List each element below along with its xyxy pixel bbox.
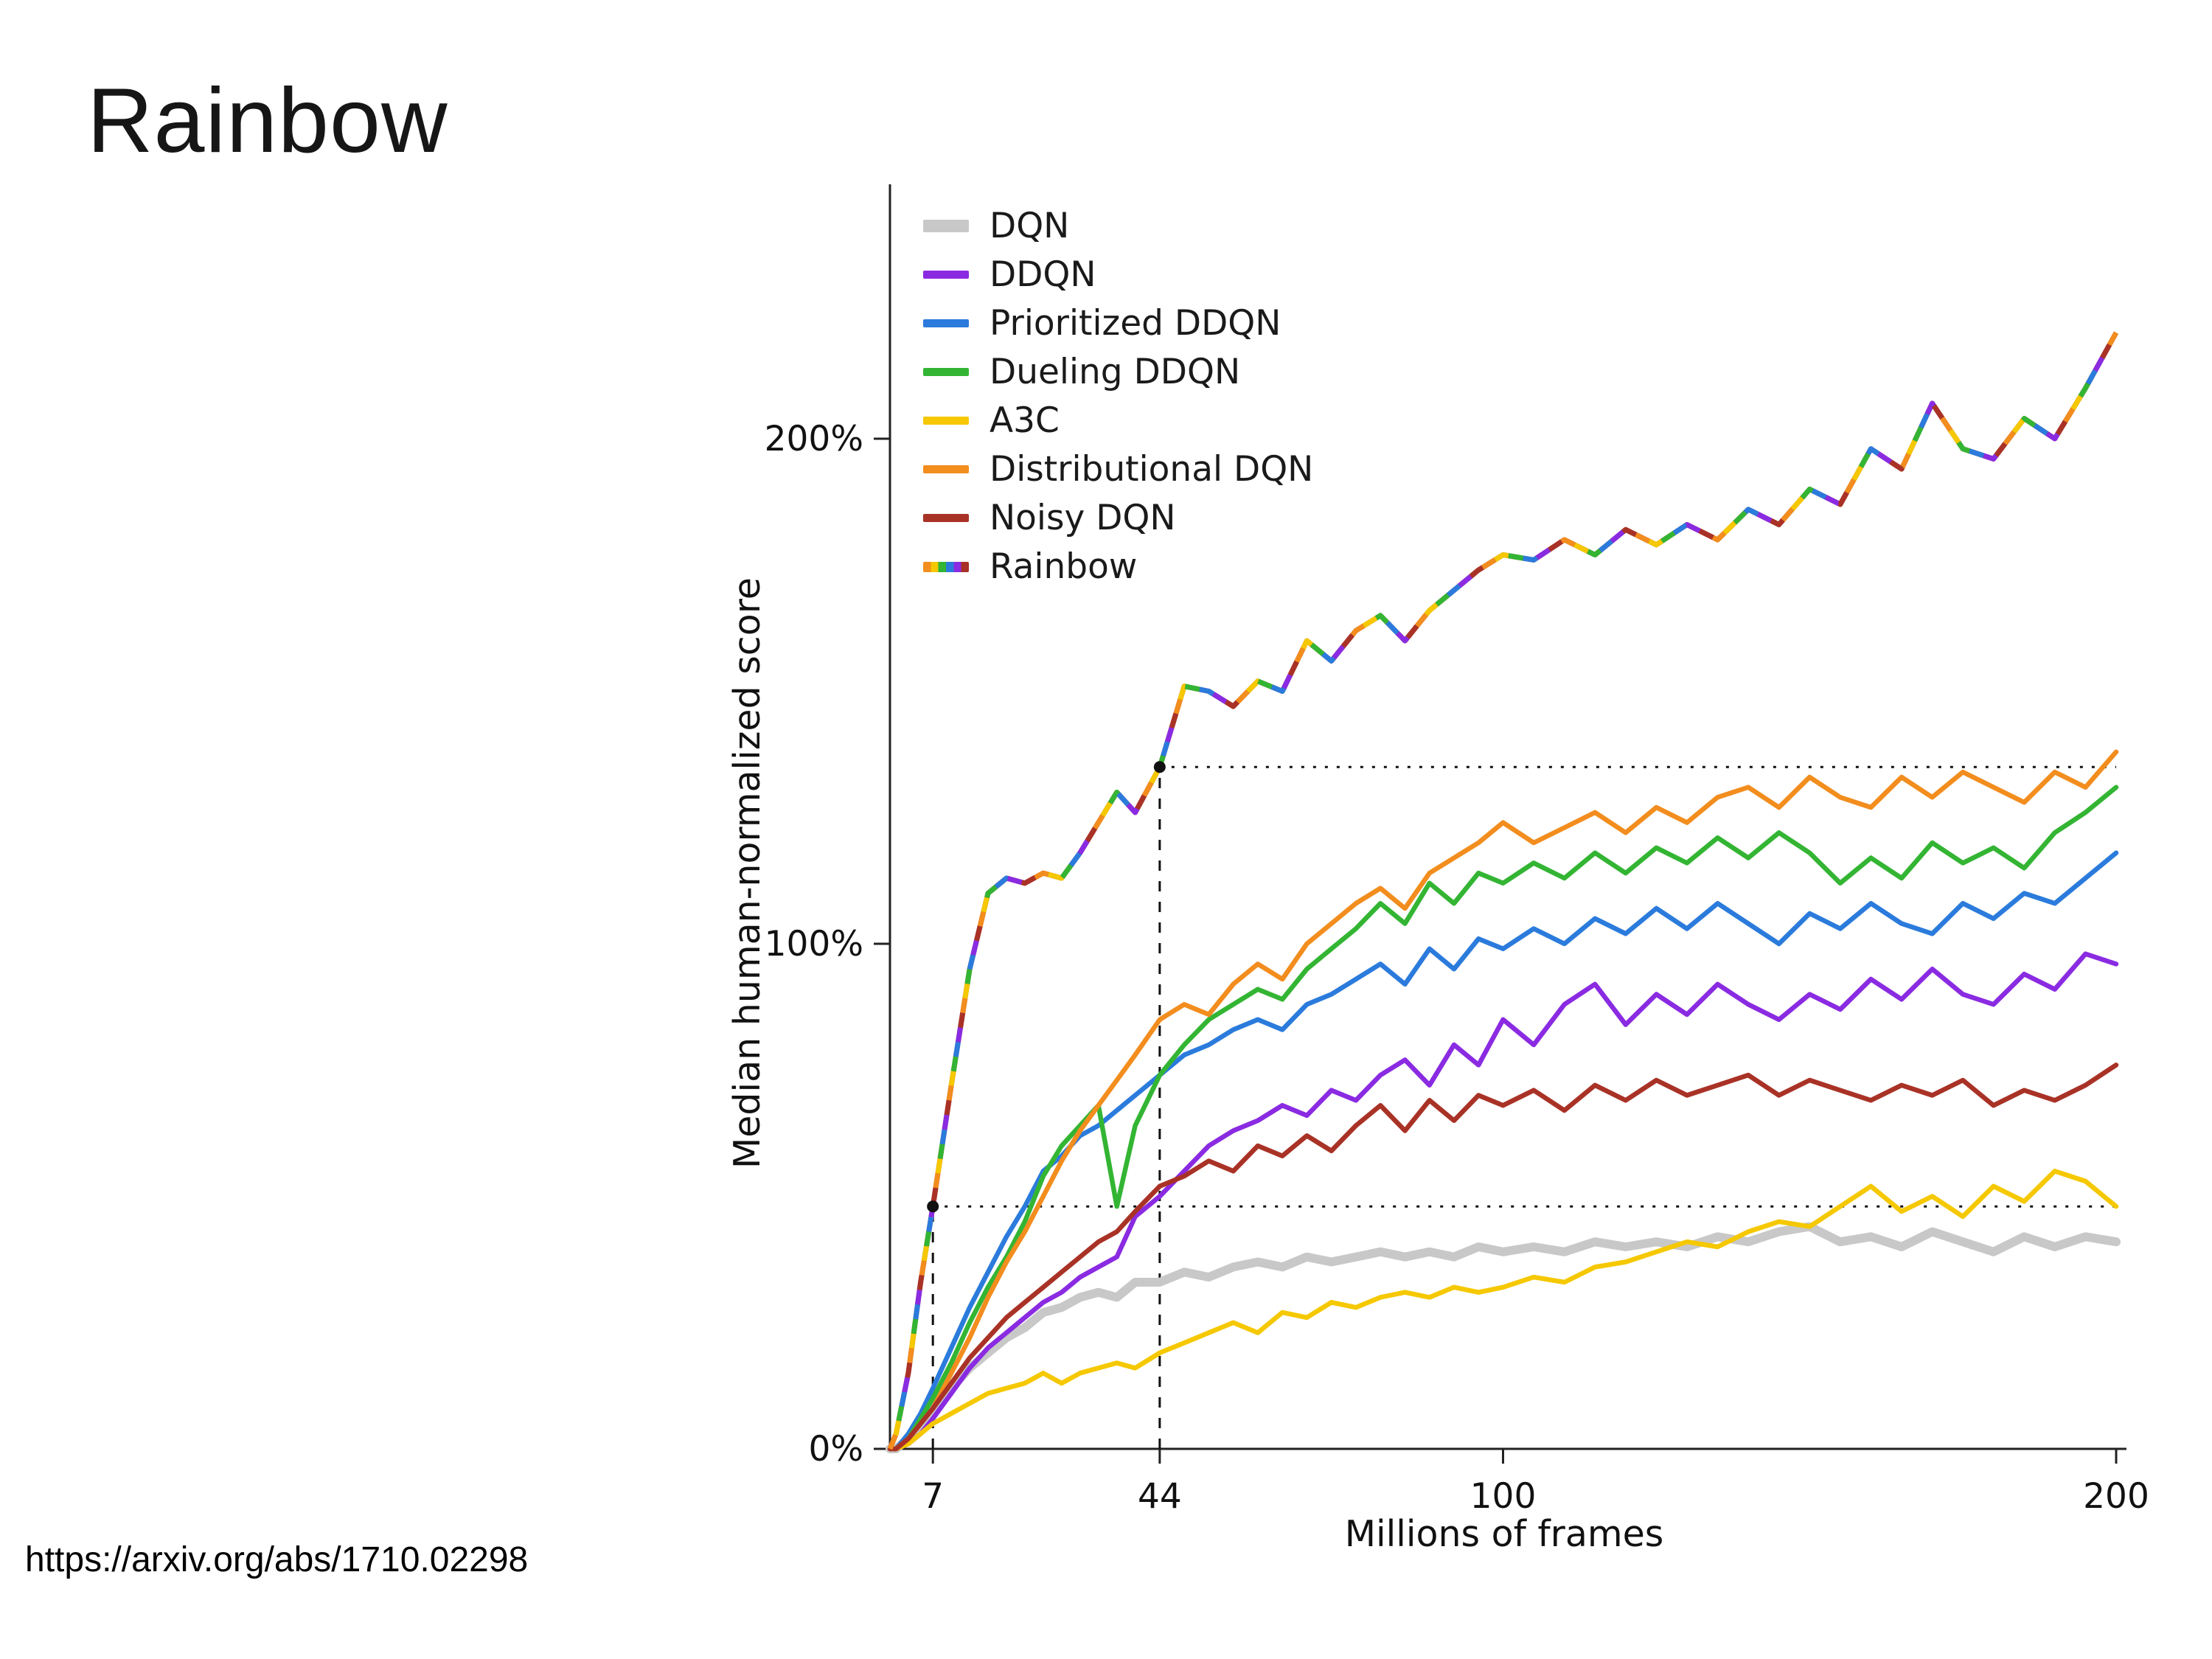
legend-item: DQN: [923, 206, 1313, 246]
legend-swatch: [923, 368, 969, 376]
legend-item: DDQN: [923, 254, 1313, 295]
series-line-noisy-dqn: [887, 1062, 2119, 1452]
legend-item: Dueling DDQN: [923, 352, 1313, 392]
x-axis-title: Millions of frames: [1344, 1513, 1664, 1555]
legend-swatch: [923, 465, 969, 473]
legend-label: A3C: [990, 400, 1060, 441]
series-line-rainbow: [887, 331, 2119, 1450]
x-tick-label: 100: [1470, 1476, 1537, 1517]
legend-item: Noisy DQN: [923, 498, 1313, 538]
series-line-dqn: [886, 1222, 2121, 1453]
series-line-distributional-dqn: [887, 749, 2119, 1452]
series-line-dueling-ddqn: [887, 785, 2119, 1452]
y-tick-label: 100%: [765, 924, 863, 964]
x-tick-label: 7: [922, 1476, 944, 1517]
legend-label: Distributional DQN: [990, 449, 1314, 490]
legend-swatch: [923, 220, 969, 232]
legend-label: Noisy DQN: [990, 498, 1176, 538]
legend-item: Distributional DQN: [923, 449, 1314, 490]
series-line-rainbow: [887, 331, 2119, 1450]
series-line-rainbow: [887, 331, 2119, 1450]
legend-label: DDQN: [990, 254, 1096, 295]
legend-swatch: [923, 561, 969, 572]
y-axis-title: Median human-normalized score: [726, 577, 768, 1169]
legend-item: Prioritized DDQN: [923, 303, 1313, 344]
legend-item: Rainbow: [923, 546, 1313, 587]
source-url: https://arxiv.org/abs/1710.02298: [25, 1540, 529, 1579]
y-tick-label: 200%: [765, 419, 863, 459]
series-line-prioritized-ddqn: [887, 850, 2119, 1452]
legend-label: Dueling DDQN: [990, 352, 1241, 392]
legend-label: DQN: [990, 206, 1070, 246]
legend-item: A3C: [923, 400, 1313, 441]
x-tick-label: 44: [1138, 1476, 1182, 1517]
legend-label: Prioritized DDQN: [990, 303, 1281, 344]
page-title: Rainbow: [87, 70, 448, 172]
legend-swatch: [923, 417, 969, 425]
legend-label: Rainbow: [990, 546, 1138, 587]
y-tick-label: 0%: [808, 1429, 863, 1470]
chart-legend: DQN DDQN Prioritized DDQN Dueling DDQN A3C Di…: [923, 206, 1314, 587]
annotation-dot: [927, 1200, 939, 1213]
legend-swatch: [923, 514, 969, 522]
legend-swatch: [923, 319, 969, 327]
x-tick-label: 200: [2083, 1476, 2149, 1517]
series-line-ddqn: [887, 951, 2119, 1452]
series-line-a3c: [887, 1169, 2119, 1452]
annotation-dot: [1153, 761, 1166, 773]
legend-swatch: [923, 271, 969, 279]
